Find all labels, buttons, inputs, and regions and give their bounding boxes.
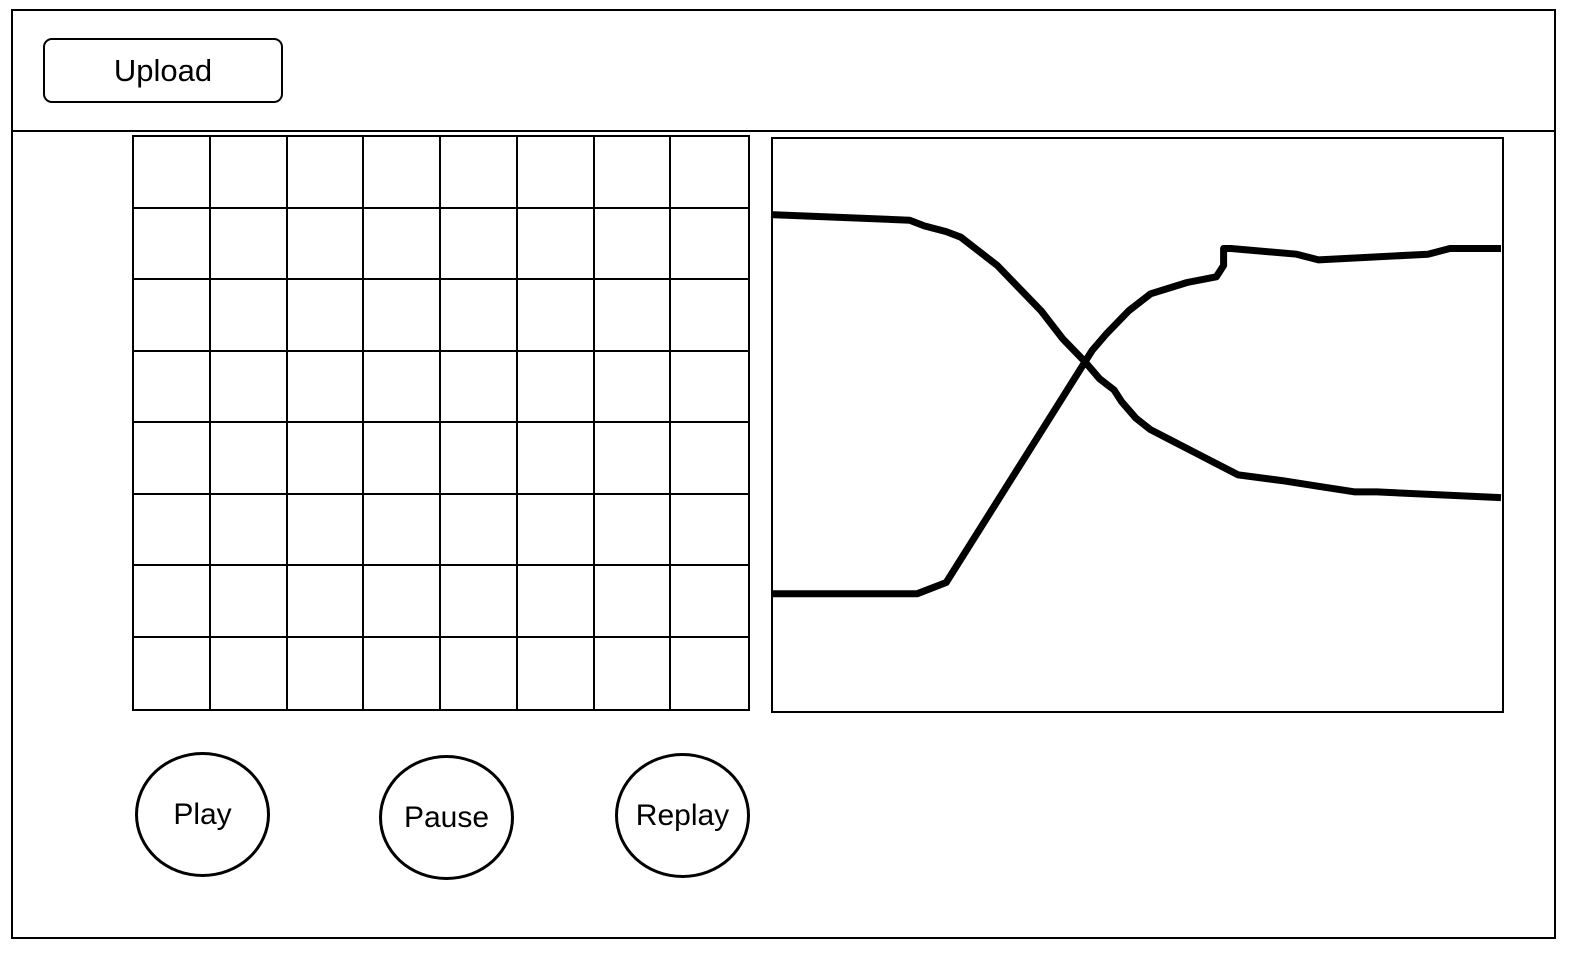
grid-cell[interactable]	[517, 208, 595, 280]
grid-cell[interactable]	[594, 280, 672, 352]
grid-cell[interactable]	[364, 494, 441, 566]
grid-cell[interactable]	[517, 494, 595, 566]
grid-cell[interactable]	[671, 638, 748, 710]
grid-cell[interactable]	[671, 495, 748, 566]
grid-cell[interactable]	[211, 637, 288, 709]
grid-cell[interactable]	[134, 351, 211, 423]
line-chart-panel	[770, 137, 1504, 713]
grid-cell[interactable]	[441, 208, 518, 280]
grid-cell[interactable]	[671, 352, 748, 423]
play-button[interactable]: Play	[135, 752, 270, 877]
grid-cell[interactable]	[518, 637, 595, 709]
grid-cell[interactable]	[441, 280, 518, 352]
grid-cell[interactable]	[595, 637, 672, 709]
grid-cell[interactable]	[364, 351, 441, 423]
grid-cell[interactable]	[287, 423, 365, 495]
grid-cell[interactable]	[134, 566, 211, 638]
grid-cell[interactable]	[210, 280, 288, 352]
grid-cell[interactable]	[210, 351, 288, 423]
grid-cell[interactable]	[287, 351, 365, 423]
grid-cell[interactable]	[441, 566, 518, 638]
grid-cell[interactable]	[517, 280, 595, 352]
header-bar: Upload	[13, 11, 1554, 132]
grid-cell[interactable]	[287, 137, 365, 209]
grid-cell[interactable]	[517, 137, 595, 209]
chart-line-1	[770, 211, 1502, 502]
grid-cell[interactable]	[210, 137, 288, 209]
grid-cell[interactable]	[134, 137, 211, 209]
grid-cell[interactable]	[134, 423, 211, 495]
grid-cell[interactable]	[671, 137, 748, 209]
line-chart	[770, 211, 1502, 598]
grid-cell[interactable]	[594, 137, 672, 209]
grid-cell[interactable]	[364, 637, 441, 709]
grid-board[interactable]	[132, 135, 750, 711]
grid-cell[interactable]	[287, 208, 365, 280]
grid-cell[interactable]	[134, 208, 211, 280]
grid-cell[interactable]	[594, 208, 672, 280]
grid-cell[interactable]	[517, 351, 595, 423]
grid-cell[interactable]	[287, 280, 365, 352]
grid-cell[interactable]	[594, 566, 672, 638]
grid-cell[interactable]	[210, 566, 288, 638]
grid-cell[interactable]	[134, 494, 211, 566]
grid-cell[interactable]	[671, 423, 748, 495]
grid-cell[interactable]	[671, 209, 748, 280]
grid-cell[interactable]	[671, 566, 748, 638]
grid-cell[interactable]	[441, 494, 518, 566]
pause-button[interactable]: Pause	[379, 755, 514, 880]
grid-cell[interactable]	[364, 208, 441, 280]
grid-cell[interactable]	[210, 494, 288, 566]
upload-button[interactable]: Upload	[43, 38, 283, 103]
grid-cell[interactable]	[364, 137, 441, 209]
grid-cell[interactable]	[364, 566, 441, 638]
grid-cell[interactable]	[441, 637, 518, 709]
grid-cell[interactable]	[594, 423, 672, 495]
grid-cell[interactable]	[210, 423, 288, 495]
grid-cell[interactable]	[441, 137, 518, 209]
grid-cell[interactable]	[594, 494, 672, 566]
grid-cell[interactable]	[594, 351, 672, 423]
grid-cell[interactable]	[287, 566, 365, 638]
grid-cell[interactable]	[288, 637, 365, 709]
grid-cell[interactable]	[441, 351, 518, 423]
grid-cell[interactable]	[517, 423, 595, 495]
grid-cell[interactable]	[671, 280, 748, 352]
grid-cell[interactable]	[517, 566, 595, 638]
grid-cell[interactable]	[134, 637, 211, 709]
replay-button[interactable]: Replay	[615, 753, 750, 878]
grid-cell[interactable]	[364, 280, 441, 352]
grid-cell[interactable]	[134, 280, 211, 352]
grid-cell[interactable]	[441, 423, 518, 495]
grid-cell[interactable]	[287, 494, 365, 566]
chart-line-2	[771, 245, 1501, 598]
app-frame: Upload	[11, 9, 1556, 939]
grid-cell[interactable]	[210, 208, 288, 280]
grid-cell[interactable]	[364, 423, 441, 495]
